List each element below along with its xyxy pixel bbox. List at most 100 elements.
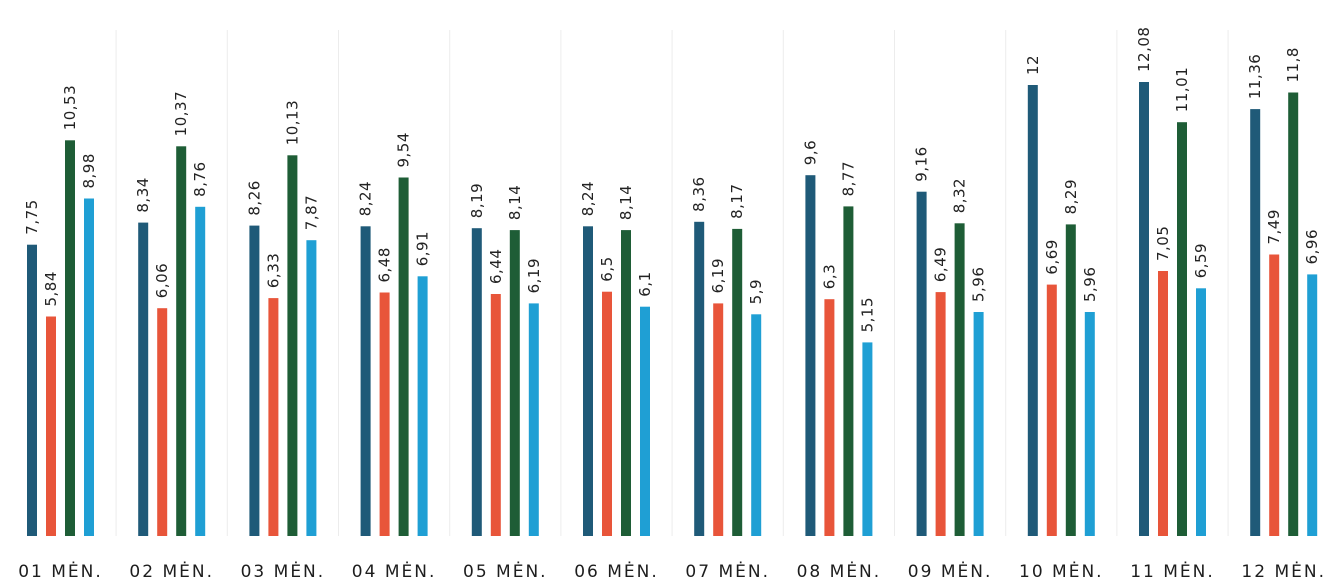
- bar: [65, 140, 75, 537]
- data-label: 5,96: [1081, 267, 1099, 302]
- data-label: 8,76: [191, 161, 209, 196]
- data-label: 6,59: [1192, 243, 1210, 278]
- x-tick-label: 10 MĖN.: [1019, 561, 1104, 582]
- data-label: 8,77: [839, 161, 857, 196]
- x-axis: 01 MĖN. 02 MĖN. 03 MĖN. 04 MĖN. 05 MĖN. 06 MĖ…: [18, 561, 1326, 582]
- x-tick-label: 06 MĖN.: [574, 561, 659, 582]
- data-label: 5,84: [42, 271, 60, 306]
- data-label: 8,32: [951, 178, 969, 213]
- data-label: 11,8: [1284, 47, 1302, 82]
- bar: [157, 308, 168, 536]
- bar: [398, 177, 409, 536]
- bar: [509, 230, 520, 536]
- bar: [27, 244, 37, 536]
- data-label: 7,49: [1265, 209, 1283, 244]
- bar: [1158, 271, 1168, 536]
- x-tick-label: 12 MĖN.: [1241, 561, 1326, 582]
- bar: [1250, 109, 1261, 536]
- bar: [490, 294, 501, 536]
- data-label: 9,54: [395, 132, 413, 167]
- bar: [1269, 254, 1280, 536]
- data-label: 6,5: [598, 256, 616, 281]
- bar: [84, 198, 94, 536]
- bar: [602, 291, 612, 536]
- data-label: 9,6: [801, 140, 819, 165]
- data-label: 6,49: [932, 247, 950, 282]
- category-gridlines: [115, 30, 1229, 536]
- bars-layer: [27, 82, 1318, 537]
- bar: [306, 240, 317, 536]
- x-tick-label: 08 MĖN.: [797, 561, 882, 582]
- bar: [138, 222, 149, 536]
- bar: [287, 155, 298, 537]
- x-tick-label: 03 MĖN.: [241, 561, 326, 582]
- x-tick-label: 02 MĖN.: [129, 561, 214, 582]
- data-label: 10,53: [61, 85, 79, 130]
- bar: [379, 292, 390, 536]
- bar: [843, 206, 854, 536]
- bar: [1288, 92, 1299, 536]
- data-label: 10,37: [172, 91, 190, 136]
- x-tick-label: 05 MĖN.: [463, 561, 548, 582]
- bar: [1046, 284, 1057, 536]
- bar: [360, 226, 371, 537]
- x-tick-label: 07 MĖN.: [685, 561, 770, 582]
- bar: [1065, 224, 1076, 536]
- data-label: 6,1: [636, 271, 654, 296]
- data-label: 6,96: [1303, 229, 1321, 264]
- bar: [935, 292, 946, 536]
- data-label: 8,98: [80, 153, 98, 188]
- bar: [1196, 288, 1206, 536]
- bar: [1027, 85, 1038, 536]
- bar: [1084, 312, 1095, 536]
- data-label: 6,91: [414, 231, 432, 266]
- data-label: 6,44: [487, 249, 505, 284]
- bar: [973, 312, 984, 536]
- bar: [732, 228, 743, 536]
- data-label: 8,29: [1062, 179, 1080, 214]
- bar: [916, 191, 927, 536]
- bar: [417, 276, 428, 536]
- bar: [862, 342, 873, 536]
- data-label: 6,69: [1043, 239, 1061, 274]
- data-label: 8,14: [617, 185, 635, 220]
- data-label: 5,15: [858, 297, 876, 332]
- bar: [268, 298, 279, 536]
- data-label: 5,9: [747, 279, 765, 304]
- bar: [195, 206, 206, 537]
- data-label: 10,13: [283, 100, 301, 145]
- bar: [1139, 82, 1149, 536]
- bar: [621, 230, 631, 536]
- bar: [694, 221, 705, 537]
- bar: [805, 175, 816, 536]
- x-tick-label: 04 MĖN.: [352, 561, 437, 582]
- bar: [46, 316, 56, 536]
- data-label: 6,48: [376, 247, 394, 282]
- data-label: 6,06: [153, 263, 171, 298]
- x-tick-label: 09 MĖN.: [908, 561, 993, 582]
- data-label: 11,36: [1246, 54, 1264, 99]
- bar: [751, 314, 762, 536]
- x-tick-label: 01 MĖN.: [18, 561, 103, 582]
- x-tick-label: 11 MĖN.: [1130, 561, 1215, 582]
- data-label: 11,01: [1173, 67, 1191, 112]
- data-label: 7,75: [23, 199, 41, 234]
- data-label: 6,3: [820, 264, 838, 289]
- data-label: 6,19: [709, 258, 727, 293]
- data-label: 7,87: [302, 195, 320, 230]
- data-label: 12,08: [1135, 27, 1153, 72]
- data-label: 8,24: [357, 181, 375, 216]
- bar: [1177, 122, 1187, 536]
- bar: [528, 303, 539, 536]
- data-label: 8,34: [134, 177, 152, 212]
- bar: [713, 303, 724, 536]
- data-label: 9,16: [913, 146, 931, 181]
- data-label: 7,05: [1154, 226, 1172, 261]
- data-label: 8,19: [468, 183, 486, 218]
- bar: [249, 225, 260, 536]
- bar: [640, 306, 650, 536]
- data-label: 8,36: [690, 176, 708, 211]
- bar: [954, 223, 965, 537]
- bar: [471, 228, 482, 536]
